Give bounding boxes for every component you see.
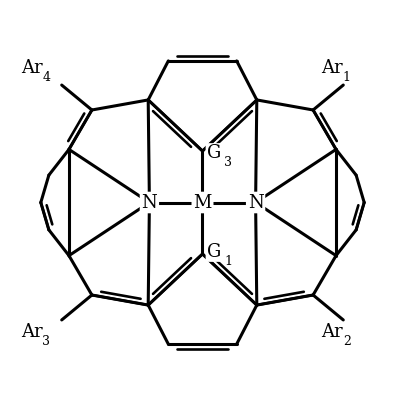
Text: G: G <box>207 144 221 162</box>
Text: 1: 1 <box>343 70 351 83</box>
Text: 3: 3 <box>43 335 50 348</box>
Text: Ar: Ar <box>21 323 42 341</box>
Text: N: N <box>248 194 264 211</box>
Text: Ar: Ar <box>21 59 42 77</box>
Text: Ar: Ar <box>321 59 343 77</box>
Text: 3: 3 <box>224 156 232 169</box>
Text: 2: 2 <box>343 335 351 348</box>
Text: G: G <box>207 243 221 261</box>
Text: 4: 4 <box>43 70 50 83</box>
Text: Ar: Ar <box>321 323 343 341</box>
Text: M: M <box>193 194 212 211</box>
Text: 1: 1 <box>224 255 232 268</box>
Text: N: N <box>141 194 157 211</box>
